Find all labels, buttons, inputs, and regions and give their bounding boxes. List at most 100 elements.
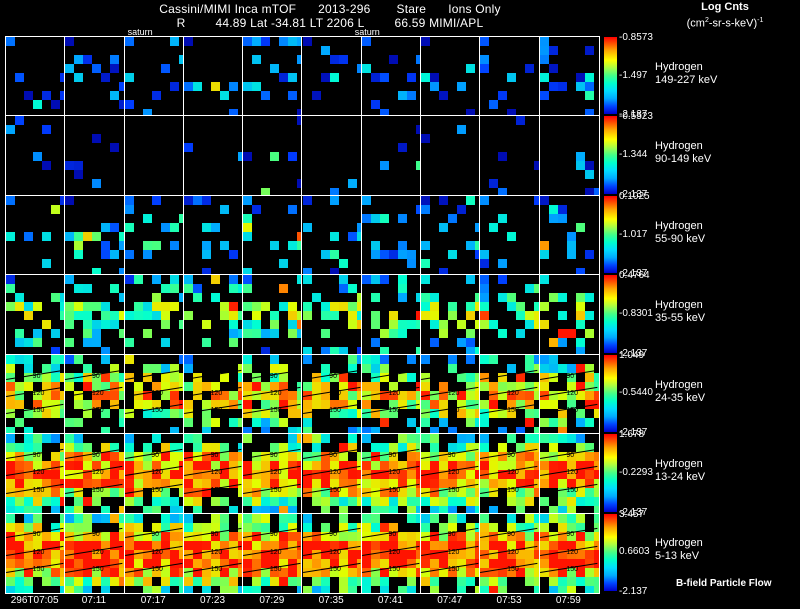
spectrogram-panel[interactable] xyxy=(124,275,184,354)
spectrogram-panel[interactable]: 90 120 150 xyxy=(243,434,303,513)
spectrogram-panel[interactable] xyxy=(303,116,362,195)
spectrogram-panel[interactable] xyxy=(480,275,540,354)
spectrogram-row-7[interactable]: 90 120 150 90 120 150 90 120 150 90 120 150 90 120 150… xyxy=(6,513,599,593)
heatmap-cell xyxy=(379,452,389,462)
spectrogram-panel[interactable]: 90 120 150 xyxy=(539,434,599,513)
spectrogram-panel[interactable] xyxy=(539,275,599,354)
spectrogram-panel[interactable]: 90 120 150 xyxy=(6,434,66,513)
colorbar-tick-top: -0.8573 xyxy=(619,32,653,43)
spectrogram-panel[interactable] xyxy=(243,116,303,195)
heatmap-cell xyxy=(6,381,15,391)
spectrogram-panel[interactable]: 90 120 150 xyxy=(183,354,244,434)
heatmap-cell xyxy=(243,513,253,523)
spectrogram-panel[interactable]: 90 120 150 xyxy=(302,513,362,593)
spectrogram-panel[interactable]: 90 120 150 xyxy=(361,354,422,434)
spectrogram-panel[interactable] xyxy=(124,195,184,275)
spectrogram-panel[interactable] xyxy=(183,275,244,354)
spectrogram-panel[interactable]: 90 120 150 xyxy=(480,513,540,593)
spectrogram-row-6[interactable]: 90 120 150 90 120 150 90 120 150 90 120 150 90 120 150… xyxy=(6,434,599,514)
spectrogram-panel[interactable] xyxy=(480,37,540,116)
spectrogram-panel[interactable] xyxy=(362,116,422,195)
heatmap-cell xyxy=(498,258,508,268)
spectrogram-panel[interactable] xyxy=(243,195,303,275)
heatmap-cell xyxy=(566,585,576,593)
spectrogram-panel[interactable]: 90 120 150 xyxy=(124,513,184,593)
spectrogram-panel[interactable]: 90 120 150 xyxy=(539,354,599,434)
heatmap-cell xyxy=(6,522,15,532)
spectrogram-panel[interactable]: 90 120 150 xyxy=(183,513,244,593)
spectrogram-panel[interactable] xyxy=(6,116,66,195)
spectrogram-panel[interactable]: 90 120 150 xyxy=(302,434,362,513)
heatmap-cell xyxy=(228,284,238,294)
spectrogram-panel[interactable] xyxy=(302,37,362,116)
spectrogram-panel[interactable] xyxy=(243,37,303,116)
spectrogram-panel[interactable]: 90 120 150 xyxy=(65,513,125,593)
spectrogram-plot-area[interactable]: 90 120 150 90 120 150 90 120 150 90 120 150 90 120 150… xyxy=(5,36,600,594)
spectrogram-panel[interactable] xyxy=(421,37,481,116)
spectrogram-panel[interactable] xyxy=(124,37,184,116)
heatmap-cell xyxy=(557,311,567,321)
spectrogram-panel[interactable] xyxy=(65,116,125,195)
spectrogram-panel[interactable] xyxy=(361,37,422,116)
heatmap-cell xyxy=(92,179,102,189)
heatmap-cell xyxy=(302,222,312,232)
spectrogram-panel[interactable]: 90 120 150 xyxy=(124,434,184,513)
spectrogram-panel[interactable]: 90 120 150 xyxy=(6,354,66,434)
spectrogram-panel[interactable] xyxy=(421,275,481,354)
spectrogram-panel[interactable] xyxy=(302,195,362,275)
spectrogram-panel[interactable]: 90 120 150 xyxy=(480,354,540,434)
spectrogram-panel[interactable] xyxy=(6,37,66,116)
spectrogram-panel[interactable]: 90 120 150 xyxy=(243,513,303,593)
spectrogram-panel[interactable] xyxy=(6,195,66,275)
spectrogram-panel[interactable]: 90 120 150 xyxy=(421,354,481,434)
spectrogram-row-2[interactable] xyxy=(6,116,599,196)
spectrogram-row-4[interactable] xyxy=(6,275,599,355)
heatmap-cell xyxy=(288,479,298,489)
spectrogram-panel[interactable] xyxy=(421,195,481,275)
spectrogram-panel[interactable]: 90 120 150 xyxy=(421,434,481,513)
heatmap-cell xyxy=(151,479,161,489)
spectrogram-panel[interactable] xyxy=(243,275,303,354)
spectrogram-panel[interactable] xyxy=(65,195,125,275)
spectrogram-panel[interactable]: 90 120 150 xyxy=(124,354,184,434)
heatmap-cell xyxy=(397,240,407,250)
spectrogram-panel[interactable]: 90 120 150 xyxy=(361,513,422,593)
spectrogram-row-3[interactable] xyxy=(6,195,599,276)
spectrogram-panel[interactable]: 90 120 150 xyxy=(183,434,244,513)
spectrogram-panel[interactable]: 90 120 150 xyxy=(6,513,66,593)
spectrogram-panel[interactable] xyxy=(540,116,599,195)
spectrogram-panel[interactable] xyxy=(361,195,422,275)
spectrogram-panel[interactable] xyxy=(183,195,244,275)
spectrogram-panel[interactable] xyxy=(65,275,125,354)
spectrogram-row-1[interactable] xyxy=(6,37,599,117)
heatmap-cell xyxy=(279,567,289,577)
heatmap-cell xyxy=(338,399,348,409)
spectrogram-panel[interactable]: 90 120 150 xyxy=(65,354,125,434)
spectrogram-panel[interactable] xyxy=(65,37,125,116)
spectrogram-panel[interactable] xyxy=(539,37,599,116)
spectrogram-panel[interactable] xyxy=(539,195,599,275)
spectrogram-panel[interactable] xyxy=(480,195,540,275)
spectrogram-panel[interactable] xyxy=(421,116,481,195)
spectrogram-panel[interactable]: 90 120 150 xyxy=(539,513,599,593)
spectrogram-panel[interactable]: 90 120 150 xyxy=(480,434,540,513)
spectrogram-panel[interactable]: 90 120 150 xyxy=(65,434,125,513)
heatmap-cell xyxy=(415,320,421,330)
heatmap-cell xyxy=(593,540,599,550)
spectrogram-panel[interactable]: 90 120 150 xyxy=(302,354,362,434)
heatmap-cell xyxy=(557,452,567,462)
spectrogram-panel[interactable] xyxy=(6,275,66,354)
spectrogram-panel[interactable] xyxy=(302,275,362,354)
spectrogram-panel[interactable] xyxy=(361,275,422,354)
heatmap-cell xyxy=(192,488,202,498)
spectrogram-panel[interactable] xyxy=(183,116,244,195)
spectrogram-panel[interactable]: 90 120 150 xyxy=(243,354,303,434)
spectrogram-panel[interactable] xyxy=(480,116,540,195)
spectrogram-panel[interactable]: 90 120 150 xyxy=(421,513,481,593)
heatmap-cell xyxy=(430,293,440,303)
spectrogram-panel[interactable]: 90 120 150 xyxy=(361,434,422,513)
spectrogram-panel[interactable] xyxy=(125,116,184,195)
heatmap-cell xyxy=(243,558,253,568)
spectrogram-row-5[interactable]: 90 120 150 90 120 150 90 120 150 90 120 150 90 120 150… xyxy=(6,354,599,435)
spectrogram-panel[interactable] xyxy=(183,37,244,116)
